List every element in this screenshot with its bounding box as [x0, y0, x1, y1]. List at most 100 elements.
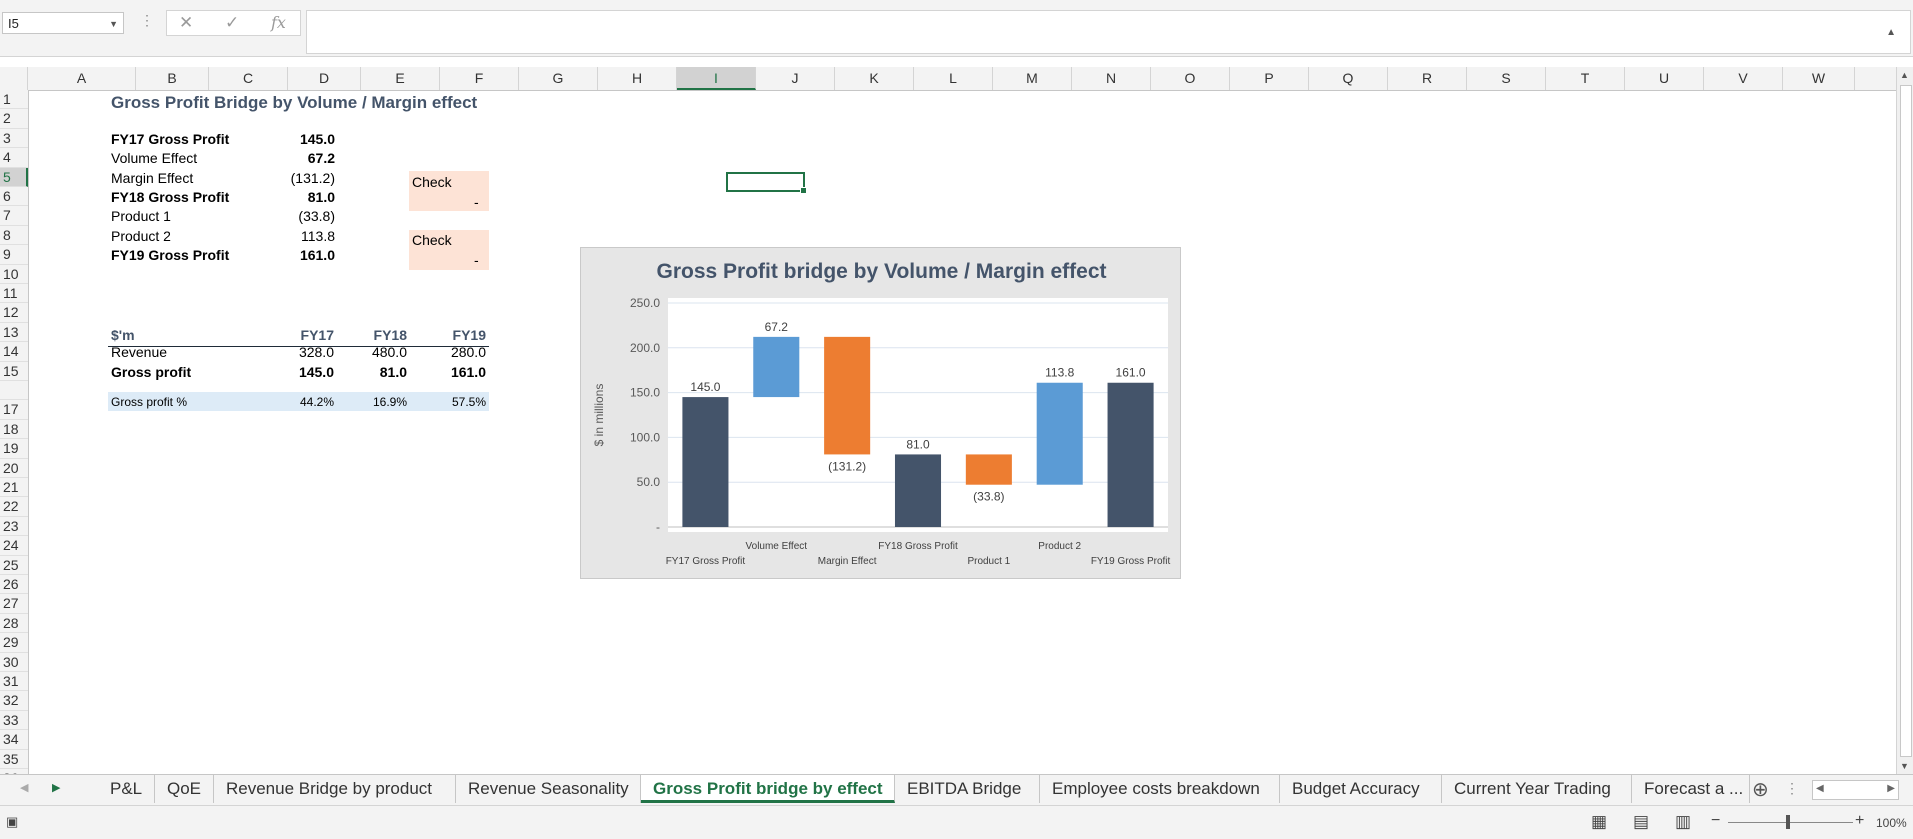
row-header[interactable]: 22	[0, 497, 28, 517]
tab-options-icon[interactable]: ⋮	[1785, 780, 1799, 796]
zoom-level[interactable]: 100%	[1876, 816, 1907, 830]
row-header[interactable]: 29	[0, 633, 28, 653]
row-header[interactable]: 26	[0, 575, 28, 595]
scroll-down-icon[interactable]: ▼	[1900, 761, 1909, 771]
scroll-thumb[interactable]	[1900, 85, 1912, 757]
column-header[interactable]: B	[136, 67, 209, 90]
row-header[interactable]: 28	[0, 614, 28, 634]
sheet-tab[interactable]: Revenue Seasonality	[456, 775, 641, 803]
column-header[interactable]: J	[756, 67, 835, 90]
vertical-scrollbar[interactable]: ▲ ▼	[1896, 67, 1913, 774]
row-header[interactable]: 4	[0, 148, 28, 168]
column-header[interactable]: U	[1625, 67, 1704, 90]
row-header[interactable]: 19	[0, 439, 28, 459]
row-header[interactable]: 15	[0, 362, 28, 381]
column-header[interactable]: M	[993, 67, 1072, 90]
column-header[interactable]: V	[1704, 67, 1783, 90]
function-icon[interactable]: fx	[271, 13, 286, 32]
horizontal-scrollbar[interactable]: ◀ ▶	[1812, 780, 1899, 800]
select-all-corner[interactable]	[0, 67, 28, 90]
row-header[interactable]: 32	[0, 691, 28, 711]
column-header[interactable]: N	[1072, 67, 1151, 90]
sheet-tab[interactable]: Revenue Bridge by product	[214, 775, 456, 803]
row-header[interactable]: 1	[0, 90, 28, 110]
page-break-icon[interactable]: ▥	[1675, 812, 1692, 831]
sheet-tab[interactable]: Employee costs breakdown	[1040, 775, 1280, 803]
row-header[interactable]: 20	[0, 459, 28, 478]
zoom-slider-thumb[interactable]	[1786, 815, 1790, 829]
row-header[interactable]: 35	[0, 750, 28, 769]
sheet-tab[interactable]: Budget Accuracy	[1280, 775, 1442, 803]
column-header[interactable]: R	[1388, 67, 1467, 90]
enter-icon[interactable]: ✓	[225, 13, 240, 32]
drag-handle-icon[interactable]: ⋮	[140, 12, 154, 28]
zoom-in-icon[interactable]: +	[1855, 812, 1865, 829]
column-header[interactable]: P	[1230, 67, 1309, 90]
column-header[interactable]: O	[1151, 67, 1230, 90]
hscroll-left-icon[interactable]: ◀	[1816, 783, 1824, 794]
column-header[interactable]: F	[440, 67, 519, 90]
name-box[interactable]: I5 ▼	[2, 12, 124, 34]
row-header[interactable]: 13	[0, 323, 28, 343]
chevron-down-icon[interactable]: ▼	[109, 19, 118, 29]
row-header[interactable]: 23	[0, 517, 28, 537]
row-header[interactable]: 5	[0, 167, 28, 187]
sheet-tab[interactable]: EBITDA Bridge	[895, 775, 1040, 803]
row-header[interactable]: 34	[0, 730, 28, 750]
row-header[interactable]: 27	[0, 594, 28, 614]
row-header[interactable]: 10	[0, 265, 28, 284]
row-header[interactable]: 11	[0, 284, 28, 304]
column-header[interactable]: I	[677, 67, 756, 90]
sheet-tab[interactable]: Gross Profit bridge by effect	[641, 775, 895, 803]
column-header[interactable]: K	[835, 67, 914, 90]
column-header[interactable]: D	[288, 67, 361, 90]
column-header[interactable]: A	[28, 67, 136, 90]
row-header[interactable]: 31	[0, 672, 28, 692]
row-header[interactable]: 3	[0, 129, 28, 149]
column-header[interactable]: T	[1546, 67, 1625, 90]
tab-scroll-right-icon[interactable]: ▶	[52, 782, 61, 794]
row-header[interactable]: 24	[0, 536, 28, 556]
row-header[interactable]: 7	[0, 206, 28, 226]
cancel-icon[interactable]: ✕	[179, 13, 194, 32]
macro-record-icon[interactable]: ▣	[6, 814, 19, 829]
column-header[interactable]: C	[209, 67, 288, 90]
sheet-tab[interactable]: P&L	[98, 775, 155, 803]
zoom-slider[interactable]	[1728, 822, 1853, 823]
add-sheet-icon[interactable]: ⊕	[1752, 779, 1769, 801]
column-header[interactable]: G	[519, 67, 598, 90]
column-header[interactable]: S	[1467, 67, 1546, 90]
row-header[interactable]: 14	[0, 342, 28, 362]
page-layout-icon[interactable]: ▤	[1633, 812, 1650, 831]
row-header[interactable]: 25	[0, 556, 28, 575]
column-header[interactable]: H	[598, 67, 677, 90]
column-header[interactable]: W	[1783, 67, 1855, 90]
normal-view-icon[interactable]: ▦	[1591, 812, 1608, 831]
hscroll-right-icon[interactable]: ▶	[1887, 783, 1895, 794]
sheet-tab[interactable]: Current Year Trading	[1442, 775, 1632, 803]
scroll-up-icon[interactable]: ▲	[1900, 70, 1909, 80]
selected-cell[interactable]	[726, 172, 807, 194]
collapse-formula-icon[interactable]: ▲	[1886, 27, 1896, 38]
fill-handle[interactable]	[800, 187, 807, 194]
row-header[interactable]: 33	[0, 711, 28, 731]
row-header[interactable]: 6	[0, 187, 28, 207]
row-header[interactable]: 21	[0, 478, 28, 498]
waterfall-chart[interactable]: Gross Profit bridge by Volume / Margin e…	[580, 247, 1181, 579]
row-header[interactable]: 17	[0, 400, 28, 420]
row-header[interactable]: 2	[0, 109, 28, 129]
column-header[interactable]: E	[361, 67, 440, 90]
formula-input[interactable]: ▲	[306, 10, 1911, 54]
sheet-tab[interactable]: QoE	[155, 775, 214, 803]
row-header[interactable]: 8	[0, 226, 28, 246]
column-header[interactable]: Q	[1309, 67, 1388, 90]
row-header[interactable]: 12	[0, 303, 28, 323]
column-header[interactable]: L	[914, 67, 993, 90]
row-header[interactable]	[0, 381, 28, 401]
zoom-out-icon[interactable]: −	[1711, 812, 1721, 829]
row-header[interactable]: 9	[0, 245, 28, 265]
tab-scroll-left-icon[interactable]: ◀	[20, 782, 29, 794]
row-header[interactable]: 18	[0, 420, 28, 440]
row-header[interactable]: 30	[0, 653, 28, 672]
sheet-tab[interactable]: Forecast a ...	[1632, 775, 1750, 803]
